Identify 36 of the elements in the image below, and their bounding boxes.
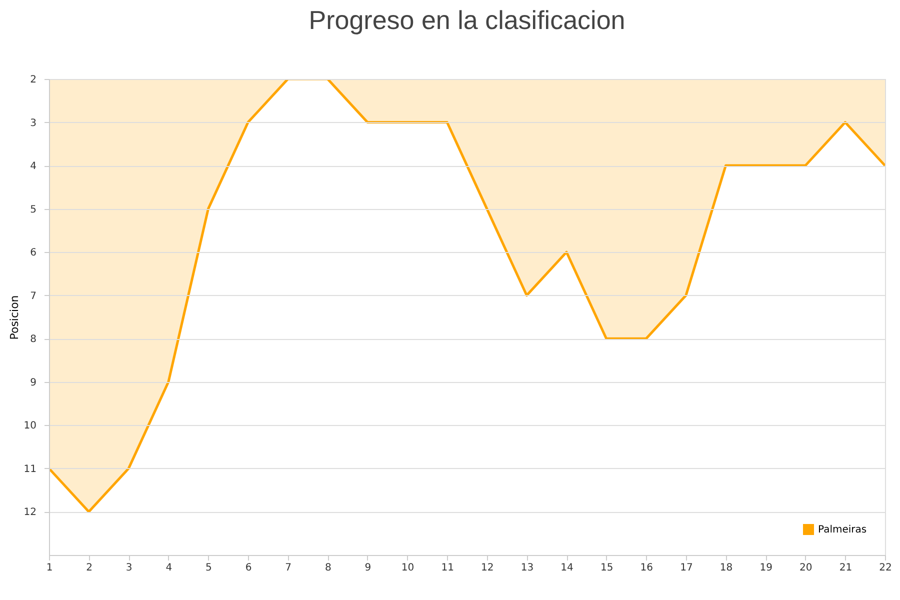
- y-tick-label: 11: [24, 464, 36, 475]
- y-axis-title: Posicion: [8, 295, 21, 340]
- x-tick-label: 1: [46, 562, 53, 574]
- y-tick-label: 6: [30, 248, 36, 259]
- x-tick-label: 21: [839, 562, 852, 574]
- x-tick-label: 20: [800, 562, 812, 574]
- y-tick-label: 10: [24, 420, 36, 432]
- y-tick-label: 7: [30, 290, 36, 302]
- x-tick-label: 18: [720, 562, 733, 574]
- x-tick-label: 16: [640, 562, 654, 574]
- x-tick-label: 19: [760, 562, 772, 574]
- x-tick-label: 10: [401, 562, 414, 574]
- x-tick-label: 7: [285, 562, 292, 574]
- y-tick-label: 4: [30, 161, 36, 172]
- x-tick-label: 8: [324, 562, 332, 574]
- y-tick-label: 8: [30, 334, 36, 346]
- y-tick-label: 9: [30, 377, 36, 388]
- x-tick-label: 13: [520, 562, 534, 574]
- y-tick-label: 3: [30, 118, 36, 129]
- x-tick-label: 4: [166, 562, 172, 574]
- x-tick-label: 6: [245, 562, 252, 574]
- x-tick-label: 15: [600, 562, 614, 574]
- x-tick-label: 17: [680, 562, 693, 574]
- x-tick-label: 12: [481, 562, 494, 574]
- x-tick-label: 9: [364, 562, 372, 574]
- y-tick-label: 2: [30, 74, 36, 86]
- x-tick-label: 3: [126, 562, 132, 574]
- x-tick-label: 2: [86, 562, 92, 574]
- chart-title: Progreso en la clasificacion: [308, 5, 626, 35]
- legend-label: Palmeiras: [818, 524, 867, 536]
- x-tick-label: 22: [879, 562, 892, 574]
- x-tick-label: 11: [441, 562, 454, 574]
- x-tick-label: 14: [560, 562, 574, 574]
- y-tick-label: 5: [30, 204, 36, 216]
- y-tick-label: 12: [24, 507, 36, 518]
- x-tick-label: 5: [206, 562, 212, 574]
